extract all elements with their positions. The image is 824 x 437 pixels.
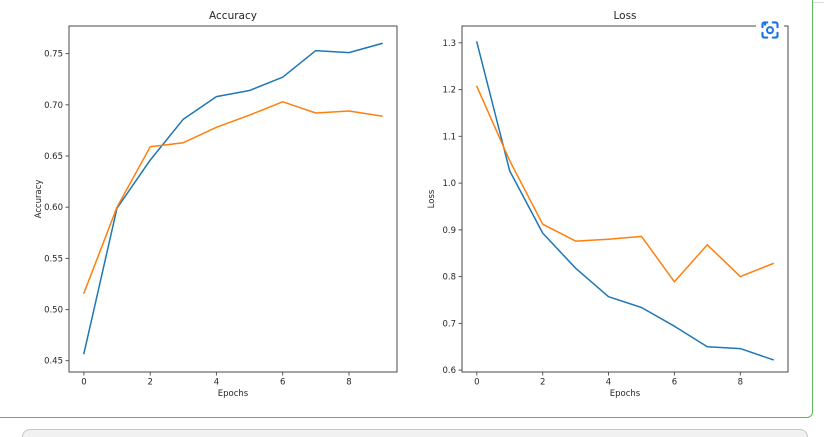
svg-text:Epochs: Epochs (218, 389, 249, 399)
svg-text:0.65: 0.65 (44, 152, 63, 162)
svg-text:Loss: Loss (613, 10, 636, 22)
svg-text:0: 0 (81, 378, 86, 388)
svg-text:0.75: 0.75 (44, 50, 63, 60)
svg-text:Accuracy: Accuracy (209, 10, 257, 22)
svg-text:6: 6 (280, 378, 285, 388)
next-cell[interactable] (22, 429, 808, 437)
svg-text:2: 2 (147, 378, 152, 388)
svg-text:4: 4 (606, 378, 611, 388)
svg-text:6: 6 (672, 378, 677, 388)
svg-text:Loss: Loss (427, 189, 437, 208)
svg-text:1.0: 1.0 (442, 179, 456, 189)
svg-text:0.8: 0.8 (442, 273, 456, 283)
svg-text:0.7: 0.7 (442, 319, 456, 329)
svg-text:0.6: 0.6 (442, 366, 456, 376)
svg-text:0.55: 0.55 (44, 254, 63, 264)
svg-text:Epochs: Epochs (610, 389, 641, 399)
loss-chart: 0 2 4 6 8 0.6 0.7 0.8 0.9 1.0 1.1 1.2 1.3 Loss Epochs L… (427, 10, 789, 399)
screen-capture-icon (761, 21, 779, 39)
svg-text:8: 8 (346, 378, 351, 388)
svg-text:1.2: 1.2 (442, 86, 456, 96)
svg-text:0: 0 (474, 378, 479, 388)
svg-text:0.9: 0.9 (442, 226, 456, 236)
svg-text:2: 2 (540, 378, 545, 388)
svg-text:1.1: 1.1 (442, 132, 456, 142)
screen-capture-button[interactable] (756, 16, 784, 44)
svg-text:Accuracy: Accuracy (34, 180, 44, 219)
accuracy-chart: 0 2 4 6 8 0.45 0.50 0.55 0.60 0.65 0.70 0.75 Accurac… (34, 10, 398, 399)
svg-text:4: 4 (214, 378, 219, 388)
svg-text:1.3: 1.3 (442, 39, 456, 49)
svg-text:8: 8 (738, 378, 743, 388)
svg-text:0.70: 0.70 (44, 101, 63, 111)
svg-text:0.50: 0.50 (44, 306, 63, 316)
svg-text:0.60: 0.60 (44, 203, 63, 213)
svg-text:0.45: 0.45 (44, 357, 63, 367)
notebook-output-cell (0, 0, 813, 418)
